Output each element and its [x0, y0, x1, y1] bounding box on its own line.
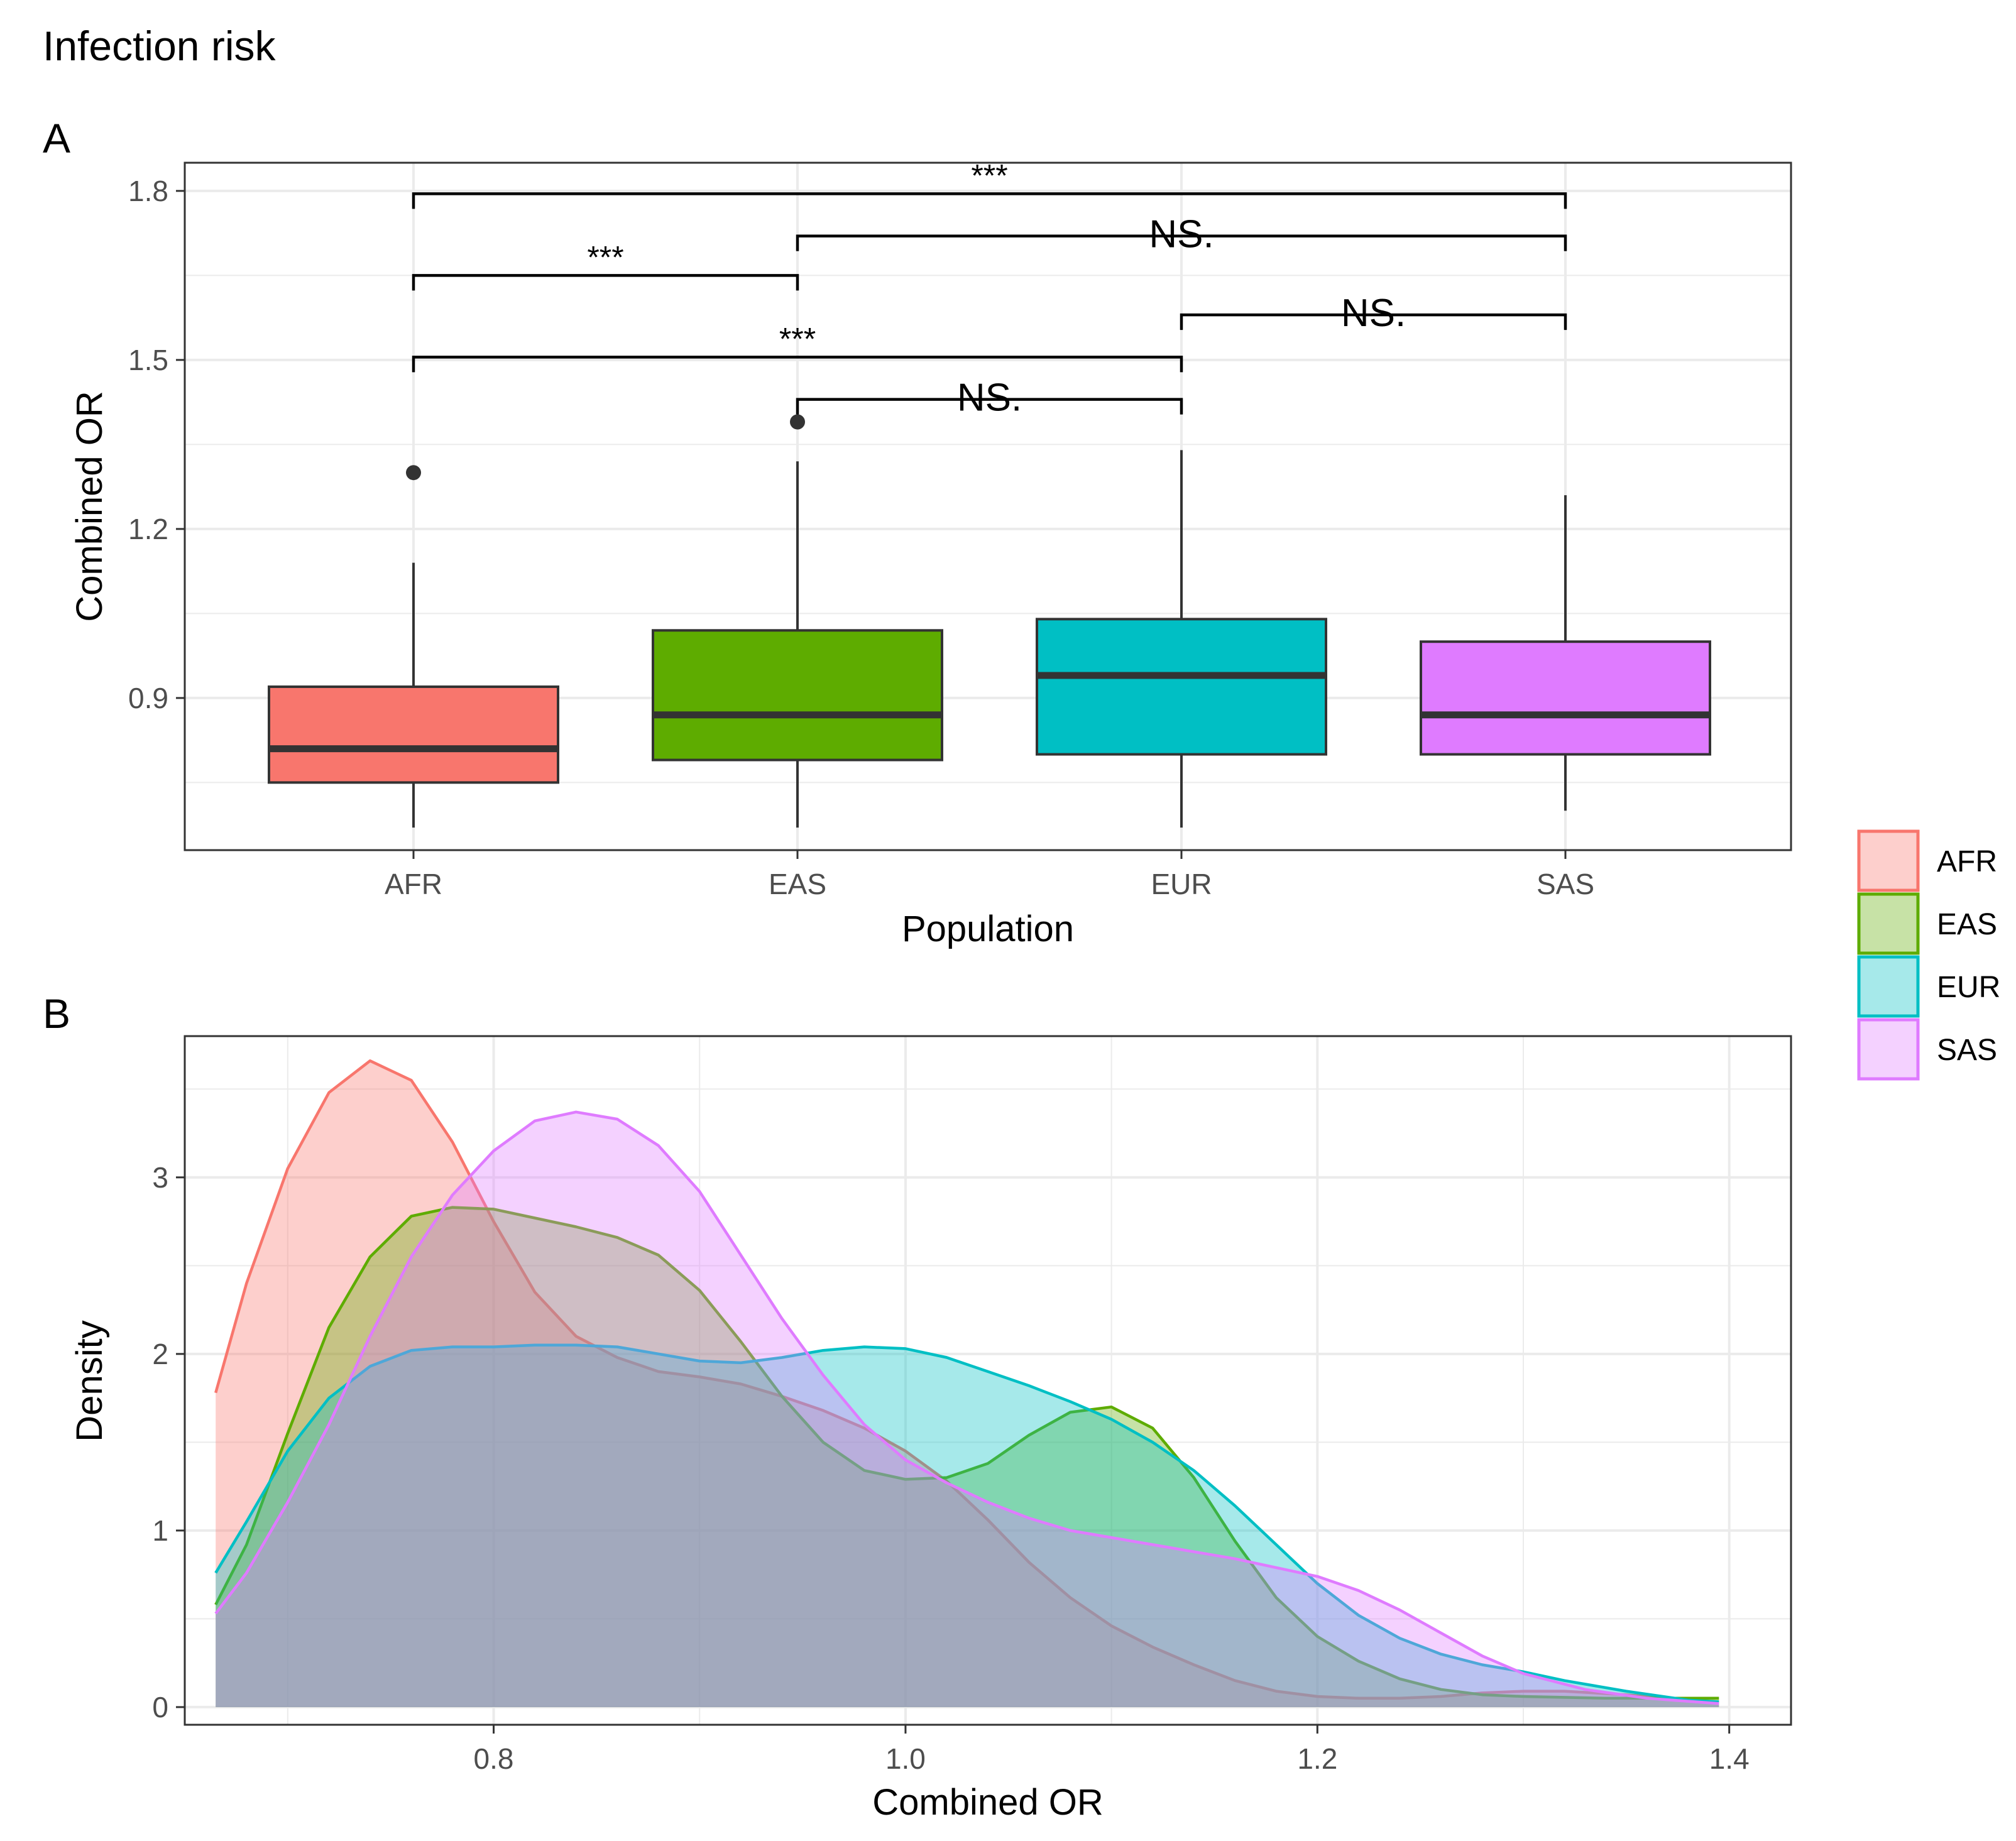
significance-label: NS. — [957, 376, 1022, 420]
panel-a: A *** NS. *** NS. *** NS. 0.9 1.2 1.5 1.8 AFR EAS E… — [43, 115, 1792, 949]
bracket-line — [412, 356, 1183, 373]
bracket-line — [796, 234, 1567, 251]
figure-title: Infection risk — [43, 23, 276, 69]
box-body — [652, 629, 943, 762]
density-area — [216, 1345, 1719, 1707]
panel-a-y-axis-title: Combined OR — [69, 391, 110, 621]
box-body — [268, 685, 559, 784]
y-tick-label: 0 — [152, 1691, 168, 1724]
y-tick-label: 3 — [152, 1161, 168, 1194]
box-eur — [1036, 450, 1327, 828]
panel-b-plot-border — [184, 1035, 1792, 1726]
bracket-line — [412, 192, 1567, 209]
significance-bracket: *** — [412, 158, 1567, 209]
box-sas — [1420, 495, 1711, 811]
y-tick-label: 1.8 — [128, 175, 168, 207]
panel-b-y-axis-title: Density — [69, 1320, 110, 1441]
x-tick-label: 0.8 — [474, 1742, 514, 1775]
density-area — [216, 1112, 1719, 1707]
panel-a-x-axis-title: Population — [902, 909, 1074, 949]
significance-bracket: *** — [412, 321, 1183, 373]
significance-label: *** — [779, 321, 816, 356]
x-tick-label: 1.4 — [1709, 1742, 1750, 1775]
density-line — [214, 1110, 1719, 1705]
y-tick-label: 1.2 — [128, 513, 168, 545]
legend-item-afr: AFR — [1857, 829, 1997, 892]
panel-b: B 0 1 2 3 0.8 1.0 1.2 1.4 Combined OR Density — [43, 990, 1792, 1823]
bracket-line — [796, 398, 1183, 415]
legend: AFR EAS EUR SAS — [1857, 829, 2000, 1081]
significance-label: NS. — [1149, 213, 1213, 256]
y-tick-label: 0.9 — [128, 682, 168, 714]
panel-a-boxes — [268, 414, 1711, 828]
panel-a-axes: 0.9 1.2 1.5 1.8 AFR EAS EUR SAS — [128, 175, 1594, 900]
panel-a-label: A — [43, 115, 70, 161]
box-eas — [652, 414, 943, 828]
legend-key — [1857, 829, 1920, 892]
panel-b-axes: 0 1 2 3 0.8 1.0 1.2 1.4 — [152, 1161, 1749, 1775]
significance-label: *** — [971, 158, 1007, 193]
density-area — [216, 1061, 1719, 1707]
x-tick-label: EAS — [769, 868, 826, 900]
bracket-line — [1180, 313, 1567, 331]
box-body — [1036, 618, 1327, 756]
box-afr — [268, 465, 559, 828]
significance-label: *** — [587, 239, 623, 275]
legend-item-eas: EAS — [1857, 892, 1997, 955]
panel-b-x-axis-title: Combined OR — [872, 1782, 1103, 1823]
x-tick-label: EUR — [1151, 868, 1212, 900]
legend-label: EAS — [1937, 908, 1997, 941]
legend-item-eur: EUR — [1857, 955, 2000, 1018]
y-tick-label: 1 — [152, 1514, 168, 1547]
density-eur — [214, 1343, 1719, 1707]
significance-bracket: *** — [412, 239, 799, 291]
outlier-point — [406, 465, 421, 481]
significance-bracket: NS. — [796, 376, 1183, 420]
density-line — [214, 1059, 1719, 1703]
y-tick-label: 2 — [152, 1338, 168, 1370]
density-afr — [214, 1059, 1719, 1707]
panel-a-significance-brackets: *** NS. *** NS. *** NS. — [412, 158, 1567, 420]
legend-key — [1857, 1018, 1920, 1081]
x-tick-label: 1.0 — [885, 1742, 926, 1775]
density-eas — [214, 1206, 1719, 1707]
legend-label: EUR — [1937, 971, 2000, 1004]
y-tick-label: 1.5 — [128, 344, 168, 376]
legend-label: AFR — [1937, 845, 1997, 878]
panel-a-plot-border — [184, 161, 1792, 851]
box-body — [1420, 640, 1711, 756]
outlier-point — [790, 414, 805, 430]
panel-b-grid — [185, 1036, 1791, 1725]
legend-key — [1857, 955, 1920, 1018]
legend-key — [1857, 892, 1920, 955]
density-sas — [214, 1110, 1719, 1707]
x-tick-label: SAS — [1537, 868, 1594, 900]
panel-b-label: B — [43, 990, 70, 1037]
legend-label: SAS — [1937, 1034, 1997, 1067]
panel-b-density-areas — [214, 1059, 1719, 1707]
density-area — [216, 1207, 1719, 1707]
legend-item-sas: SAS — [1857, 1018, 1997, 1081]
significance-label: NS. — [1341, 292, 1406, 335]
significance-bracket: NS. — [796, 213, 1567, 256]
density-line — [214, 1343, 1719, 1703]
density-line — [214, 1206, 1719, 1700]
x-tick-label: AFR — [385, 868, 442, 900]
significance-bracket: NS. — [1180, 292, 1567, 335]
x-tick-label: 1.2 — [1297, 1742, 1337, 1775]
bracket-line — [412, 274, 799, 291]
